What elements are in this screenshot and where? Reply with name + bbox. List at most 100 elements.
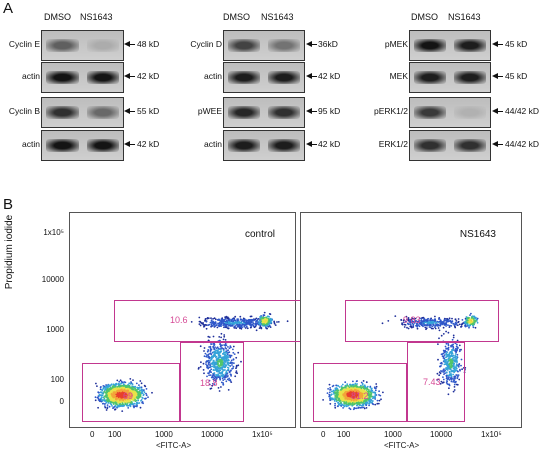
blot-label: actin (22, 139, 40, 149)
arrow-shaft (311, 111, 317, 112)
molecular-weight: 55 kD (137, 106, 160, 116)
blot-band (414, 71, 446, 84)
gate-lower-left-value-control: 69 (123, 391, 134, 401)
blot-band (86, 71, 119, 84)
gate-lower-left-value-ns1643: 81.2 (351, 391, 369, 401)
arrow-icon (124, 108, 130, 114)
blot-label: actin (22, 71, 40, 81)
blot-band (268, 39, 300, 52)
molecular-weight: 44/42 kD (505, 106, 540, 116)
x-axis-label-ns1643: <FITC-A> (384, 441, 420, 450)
molecular-weight: 36kD (318, 39, 338, 49)
blot-label: MEK (389, 71, 408, 81)
y-tick-1000: 1000 (46, 325, 64, 334)
lane-header-dmso: DMSO (223, 12, 250, 22)
blot-label: ERK1/2 (378, 139, 408, 149)
arrow-icon (124, 73, 130, 79)
gate-lower-right-control (180, 342, 244, 422)
arrow-shaft (129, 111, 135, 112)
arrow-icon (306, 73, 312, 79)
gate-upper-value-ns1643: 9.83 (403, 315, 421, 325)
blot-band (228, 39, 260, 52)
arrow-shaft (129, 44, 135, 45)
blot-strip (41, 97, 124, 128)
blot-label: pERK1/2 (373, 106, 408, 116)
blot-band (454, 39, 486, 52)
x-tick-10000-ns1643: 10000 (430, 430, 453, 439)
arrow-shaft (497, 76, 503, 77)
plot-title-control: control (244, 229, 275, 240)
y-tick-0: 0 (59, 397, 64, 406)
blot-strip (409, 30, 491, 61)
gate-lower-right-value-control: 18.8 (200, 378, 218, 388)
arrow-icon (492, 73, 498, 79)
molecular-weight: 42 kD (318, 71, 341, 81)
arrow-shaft (497, 111, 503, 112)
arrow-icon (492, 108, 498, 114)
blot-band (86, 139, 119, 152)
blot-strip (409, 130, 491, 161)
arrow-shaft (311, 76, 317, 77)
blot-band (46, 106, 79, 119)
arrow-shaft (129, 76, 135, 77)
gate-lower-left-ns1643 (313, 363, 407, 422)
x-tick-100-control: 100 (108, 430, 122, 439)
molecular-weight: 45 kD (505, 71, 528, 81)
molecular-weight: 42 kD (137, 71, 160, 81)
x-tick-1000-ns1643: 1000 (384, 430, 402, 439)
y-tick-100: 100 (50, 375, 64, 384)
arrow-icon (124, 141, 130, 147)
blot-label: Cyclin B (8, 106, 40, 116)
blot-strip (223, 30, 305, 61)
gate-lower-right-ns1643 (407, 342, 465, 422)
x-axis-label-control: <FITC-A> (156, 441, 192, 450)
blot-label: pMEK (384, 39, 408, 49)
molecular-weight: 95 kD (318, 106, 341, 116)
blot-label: actin (204, 139, 222, 149)
arrow-shaft (129, 144, 135, 145)
molecular-weight: 44/42 kD (505, 139, 540, 149)
arrow-shaft (497, 44, 503, 45)
scatter-points-control (94, 311, 289, 412)
blot-strip (41, 62, 124, 93)
flow-plot-control: control 10.6 69 18.8 (69, 212, 323, 428)
molecular-weight: 45 kD (505, 39, 528, 49)
blot-strip (223, 97, 305, 128)
lane-header-ns1643: NS1643 (448, 12, 481, 22)
blot-label: Cyclin D (190, 39, 222, 49)
blot-band (228, 106, 260, 119)
gate-upper-control (114, 300, 323, 342)
blot-band (228, 139, 260, 152)
blot-band (268, 139, 300, 152)
arrow-icon (306, 108, 312, 114)
blot-strip (223, 62, 305, 93)
panel-a-letter: A (3, 0, 14, 17)
lane-header-ns1643: NS1643 (80, 12, 113, 22)
y-axis-label: Propidium iodide (4, 214, 15, 290)
molecular-weight: 42 kD (137, 139, 160, 149)
blot-band (268, 71, 300, 84)
lane-header-ns1643: NS1643 (261, 12, 294, 22)
blot-band (46, 39, 79, 52)
blot-label: pWEE (197, 106, 222, 116)
lane-header-dmso: DMSO (411, 12, 438, 22)
arrow-icon (306, 41, 312, 47)
x-tick-0-ns1643: 0 (321, 430, 326, 439)
arrow-icon (492, 141, 498, 147)
flow-plot-ns1643: NS1643 9.83 81.2 7.43 (300, 212, 522, 428)
gate-lower-left-control (82, 363, 180, 422)
blot-band (454, 139, 486, 152)
arrow-shaft (311, 144, 317, 145)
scatter-points-ns1643 (322, 312, 479, 411)
blot-band (228, 71, 260, 84)
panel-b-letter: B (3, 196, 14, 213)
blot-band (268, 106, 300, 119)
blot-strip (223, 130, 305, 161)
blot-band (46, 71, 79, 84)
molecular-weight: 48 kD (137, 39, 160, 49)
arrow-shaft (311, 44, 317, 45)
x-tick-0-control: 0 (90, 430, 95, 439)
blot-band (86, 39, 119, 52)
arrow-shaft (497, 144, 503, 145)
arrow-icon (306, 141, 312, 147)
